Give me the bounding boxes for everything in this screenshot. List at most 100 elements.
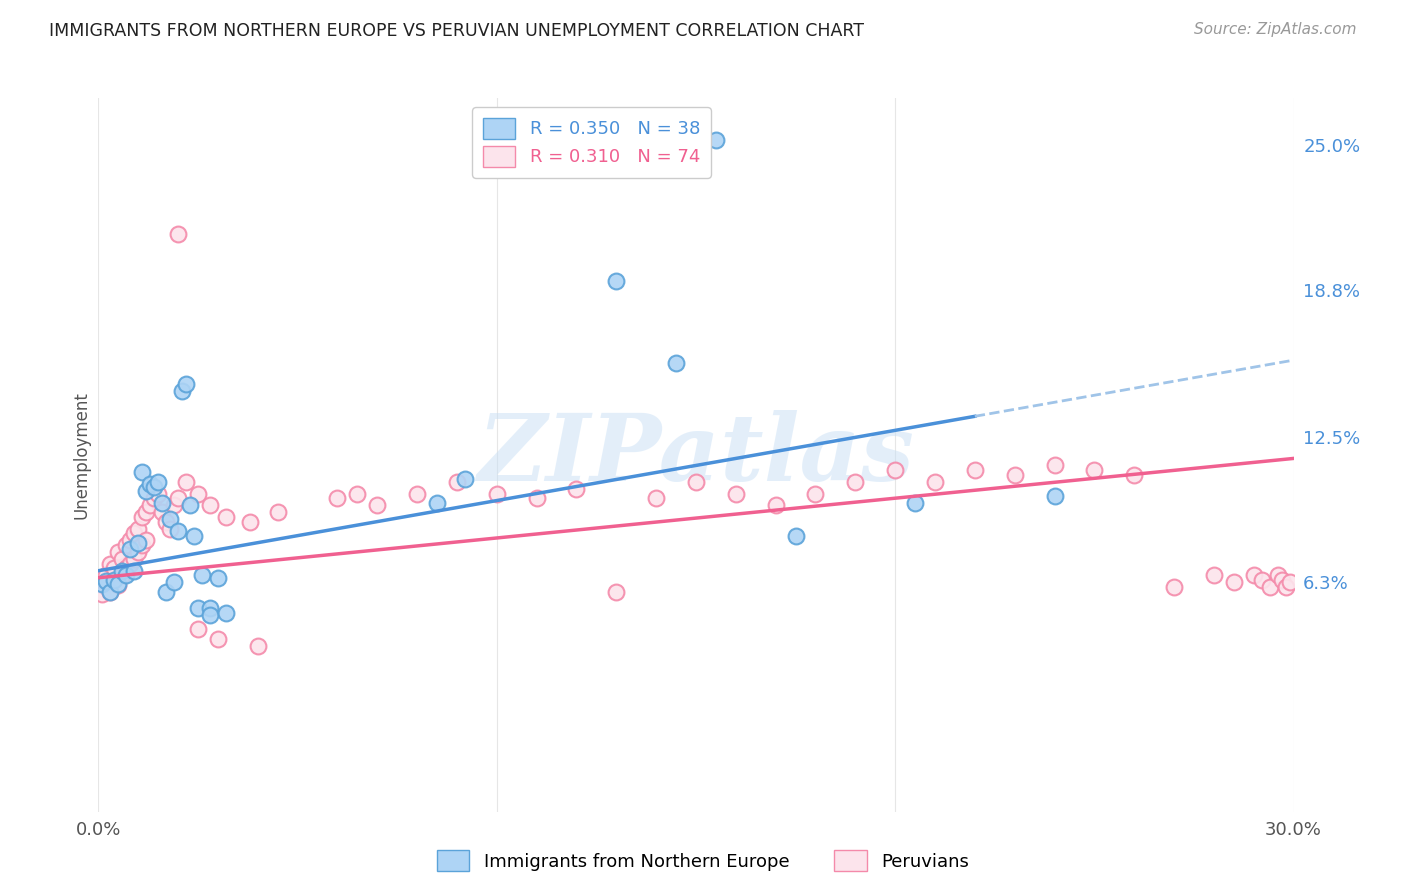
Point [366, 498, 388, 512]
Point [131, 466, 153, 480]
Point [103, 561, 125, 575]
Point [198, 601, 221, 615]
Point [124, 564, 146, 578]
Point [127, 535, 149, 549]
Point [665, 355, 688, 369]
Point [159, 522, 181, 536]
Point [115, 568, 138, 582]
Point [179, 498, 201, 512]
Point [426, 496, 449, 510]
Point [167, 491, 190, 506]
Point [804, 486, 827, 500]
Point [107, 545, 129, 559]
Point [148, 486, 170, 500]
Point [96, 574, 118, 589]
Point [1250, 573, 1272, 587]
Point [131, 510, 153, 524]
Point [963, 463, 986, 477]
Point [111, 552, 134, 566]
Point [1043, 489, 1066, 503]
Point [1223, 575, 1246, 590]
Point [155, 515, 177, 529]
Point [120, 533, 142, 548]
Point [246, 639, 269, 653]
Point [685, 475, 707, 489]
Point [96, 568, 118, 582]
Point [565, 482, 588, 496]
Point [207, 632, 229, 646]
Point [924, 475, 946, 489]
Point [605, 274, 627, 288]
Point [215, 606, 238, 620]
Point [143, 479, 166, 493]
Point [124, 526, 146, 541]
Point [1278, 575, 1301, 590]
Point [127, 522, 149, 536]
Point [120, 557, 142, 571]
Point [98, 584, 122, 599]
Point [187, 622, 209, 636]
Point [135, 533, 157, 548]
Point [187, 601, 209, 615]
Point [143, 491, 166, 506]
Text: IMMIGRANTS FROM NORTHERN EUROPE VS PERUVIAN UNEMPLOYMENT CORRELATION CHART: IMMIGRANTS FROM NORTHERN EUROPE VS PERUV… [49, 22, 865, 40]
Point [139, 498, 162, 512]
Point [163, 575, 186, 590]
Point [98, 584, 122, 599]
Point [174, 376, 197, 391]
Point [103, 573, 125, 587]
Point [904, 496, 927, 510]
Point [155, 584, 177, 599]
Point [120, 541, 142, 556]
Text: ZIPatlas: ZIPatlas [478, 410, 914, 500]
Point [884, 463, 907, 477]
Point [326, 491, 349, 506]
Point [172, 384, 194, 398]
Point [124, 552, 146, 566]
Point [239, 515, 262, 529]
Point [167, 227, 190, 241]
Point [1271, 573, 1294, 587]
Point [150, 496, 173, 510]
Point [446, 475, 468, 489]
Point [174, 475, 197, 489]
Point [111, 564, 134, 578]
Point [148, 475, 170, 489]
Point [191, 568, 214, 582]
Point [150, 505, 173, 519]
Point [454, 473, 477, 487]
Legend: Immigrants from Northern Europe, Peruvians: Immigrants from Northern Europe, Peruvia… [429, 843, 977, 879]
Point [103, 573, 125, 587]
Point [765, 498, 787, 512]
Point [704, 133, 727, 147]
Point [1043, 458, 1066, 473]
Point [91, 578, 114, 592]
Point [167, 524, 190, 538]
Point [96, 573, 118, 587]
Point [346, 486, 368, 500]
Point [844, 475, 866, 489]
Point [107, 576, 129, 591]
Point [785, 528, 807, 542]
Point [1202, 568, 1225, 582]
Point [645, 491, 668, 506]
Point [406, 486, 429, 500]
Point [139, 477, 162, 491]
Point [605, 584, 627, 599]
Point [159, 512, 181, 526]
Point [198, 608, 221, 623]
Point [215, 510, 238, 524]
Point [1243, 568, 1265, 582]
Text: Source: ZipAtlas.com: Source: ZipAtlas.com [1194, 22, 1357, 37]
Point [198, 498, 221, 512]
Point [1163, 580, 1185, 594]
Point [187, 486, 209, 500]
Point [111, 568, 134, 582]
Point [91, 576, 114, 591]
Point [163, 498, 186, 512]
Point [724, 486, 747, 500]
Point [1004, 467, 1026, 482]
Point [115, 538, 138, 552]
Point [127, 545, 149, 559]
Point [91, 587, 114, 601]
